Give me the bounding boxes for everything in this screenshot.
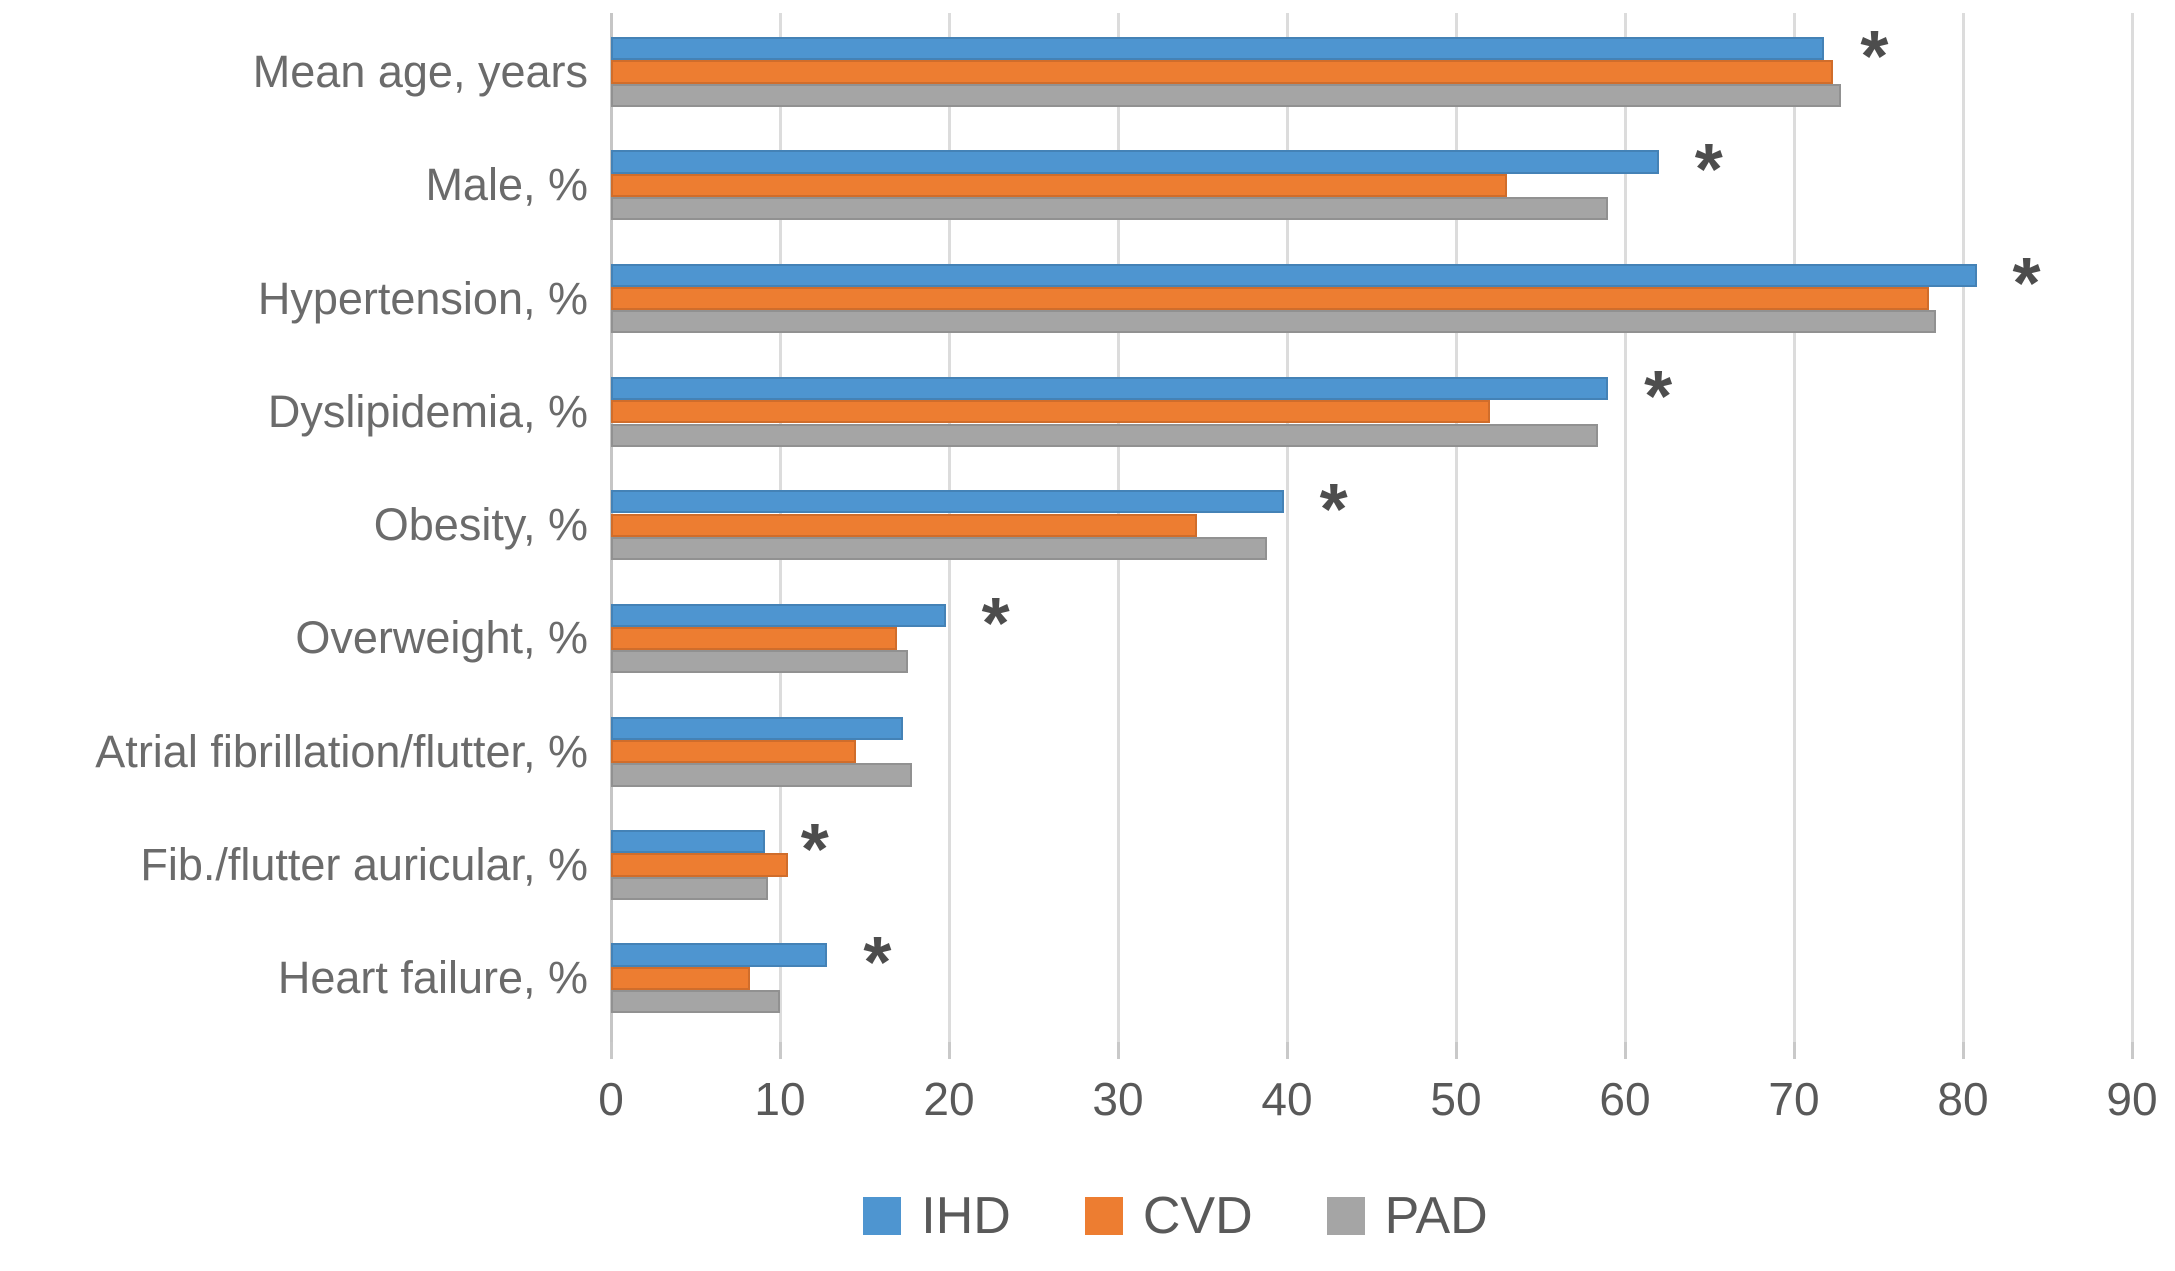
bar-ihd <box>611 150 1659 174</box>
significance-asterisk: * <box>981 583 1010 664</box>
x-tick-label: 60 <box>1599 1073 1651 1125</box>
legend-swatch-ihd <box>863 1197 902 1235</box>
bar-ihd <box>611 376 1609 401</box>
bar-pad <box>611 650 909 674</box>
category-label: Overweight, % <box>295 612 588 664</box>
bar-ihd <box>611 716 904 741</box>
category-label: Atrial fibrillation/flutter, % <box>95 725 588 777</box>
bar-pad <box>611 83 1842 107</box>
x-axis-tick <box>1285 1042 1289 1059</box>
bar-pad <box>611 310 1936 334</box>
category-label: Hypertension, % <box>257 272 588 324</box>
gridline <box>1454 13 1458 1042</box>
legend-swatch-pad <box>1326 1197 1365 1235</box>
category-label: Male, % <box>425 159 588 211</box>
bar-pad <box>611 196 1609 221</box>
legend-label-pad: PAD <box>1384 1187 1488 1245</box>
x-axis-tick <box>1623 1042 1627 1059</box>
x-axis-tick <box>947 1042 951 1059</box>
x-tick-label: 70 <box>1768 1073 1820 1125</box>
x-tick-label: 20 <box>923 1073 975 1125</box>
legend-item-cvd: CVD <box>1084 1186 1253 1246</box>
gridline <box>1285 13 1289 1042</box>
significance-asterisk: * <box>2012 243 2041 324</box>
bar-cvd <box>611 173 1507 197</box>
bar-pad <box>611 876 769 900</box>
legend-item-ihd: IHD <box>863 1186 1011 1246</box>
x-tick-label: 0 <box>598 1073 624 1125</box>
significance-asterisk: * <box>1644 356 1673 437</box>
significance-asterisk: * <box>1319 470 1348 551</box>
bar-pad <box>611 536 1267 561</box>
legend: IHD CVD PAD <box>88 1176 2175 1256</box>
legend-label-ihd: IHD <box>921 1187 1011 1245</box>
gridline <box>2130 13 2134 1042</box>
bar-cvd <box>611 400 1490 424</box>
bar-pad <box>611 763 912 787</box>
x-tick-label: 50 <box>1430 1073 1482 1125</box>
plot-area: * * * * * * * * <box>609 13 2151 1042</box>
bar-ihd <box>611 830 765 854</box>
x-tick-label: 90 <box>2106 1073 2158 1125</box>
x-tick-label: 30 <box>1092 1073 1144 1125</box>
bar-ihd <box>611 263 1977 287</box>
significance-asterisk: * <box>800 810 829 891</box>
bar-cvd <box>611 286 1930 311</box>
bar-ihd <box>611 603 946 627</box>
category-label: Heart failure, % <box>277 952 588 1004</box>
x-axis-tick <box>1116 1042 1120 1059</box>
x-axis-tick <box>1454 1042 1458 1059</box>
bar-cvd <box>611 853 789 877</box>
x-axis-tick <box>609 1042 613 1059</box>
x-tick-label: 40 <box>1261 1073 1313 1125</box>
bar-ihd <box>611 37 1825 61</box>
category-label: Fib./flutter auricular, % <box>140 839 588 891</box>
legend-item-pad: PAD <box>1326 1186 1488 1246</box>
bar-ihd <box>611 490 1284 514</box>
bar-cvd <box>611 513 1198 537</box>
legend-label-cvd: CVD <box>1142 1187 1253 1245</box>
category-label: Obesity, % <box>373 499 588 551</box>
gridline <box>1623 13 1627 1042</box>
significance-asterisk: * <box>1860 17 1889 97</box>
x-axis-tick <box>1961 1042 1965 1059</box>
gridline <box>1792 13 1796 1042</box>
bar-cvd <box>611 626 897 651</box>
category-label: Mean age, years <box>252 45 588 97</box>
gridline <box>1961 13 1965 1042</box>
significance-asterisk: * <box>1694 130 1723 211</box>
category-label: Dyslipidemia, % <box>267 385 588 437</box>
bar-cvd <box>611 966 750 990</box>
bar-cvd <box>611 60 1833 84</box>
significance-asterisk: * <box>863 923 892 1004</box>
x-tick-label: 10 <box>754 1073 806 1125</box>
bar-pad <box>611 423 1598 447</box>
x-axis-tick <box>778 1042 782 1059</box>
x-tick-label: 80 <box>1937 1073 1989 1125</box>
bar-cvd <box>611 740 857 764</box>
legend-swatch-cvd <box>1084 1197 1123 1235</box>
bar-pad <box>611 990 780 1014</box>
x-axis-tick <box>1792 1042 1796 1059</box>
bar-ihd <box>611 943 828 967</box>
x-axis-tick <box>2130 1042 2134 1059</box>
